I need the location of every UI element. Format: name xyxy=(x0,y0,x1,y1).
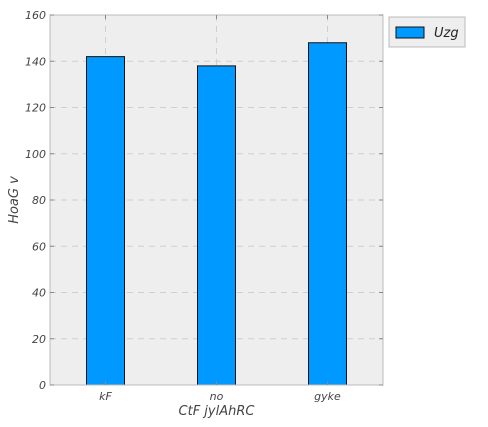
x-tick-label: gyke xyxy=(314,390,341,403)
y-tick-label: 40 xyxy=(32,287,46,300)
bar-kF xyxy=(86,56,125,386)
x-tick-label: no xyxy=(210,390,224,403)
bar-gyke xyxy=(308,42,347,386)
y-tick-label: 160 xyxy=(25,9,46,22)
y-axis-ticks: 0 20 40 60 80 100 120 140 160 xyxy=(25,9,383,392)
y-tick-label: 60 xyxy=(32,240,46,253)
x-axis-ticks: kF no gyke xyxy=(99,15,341,403)
x-axis-label: CtF jylAhRC xyxy=(179,404,256,419)
y-tick-label: 100 xyxy=(25,148,46,161)
x-tick-label: kF xyxy=(99,390,112,403)
y-tick-label: 120 xyxy=(25,102,46,115)
y-axis-label: HoaG v xyxy=(7,176,22,224)
y-tick-label: 0 xyxy=(39,379,46,392)
bars xyxy=(86,42,347,386)
bar-no xyxy=(197,65,236,386)
legend-label: Uzg xyxy=(434,26,459,41)
legend-swatch xyxy=(395,26,425,39)
y-tick-label: 20 xyxy=(32,333,46,346)
legend: Uzg xyxy=(388,16,466,48)
y-tick-label: 80 xyxy=(32,194,46,207)
y-tick-label: 140 xyxy=(25,55,46,68)
